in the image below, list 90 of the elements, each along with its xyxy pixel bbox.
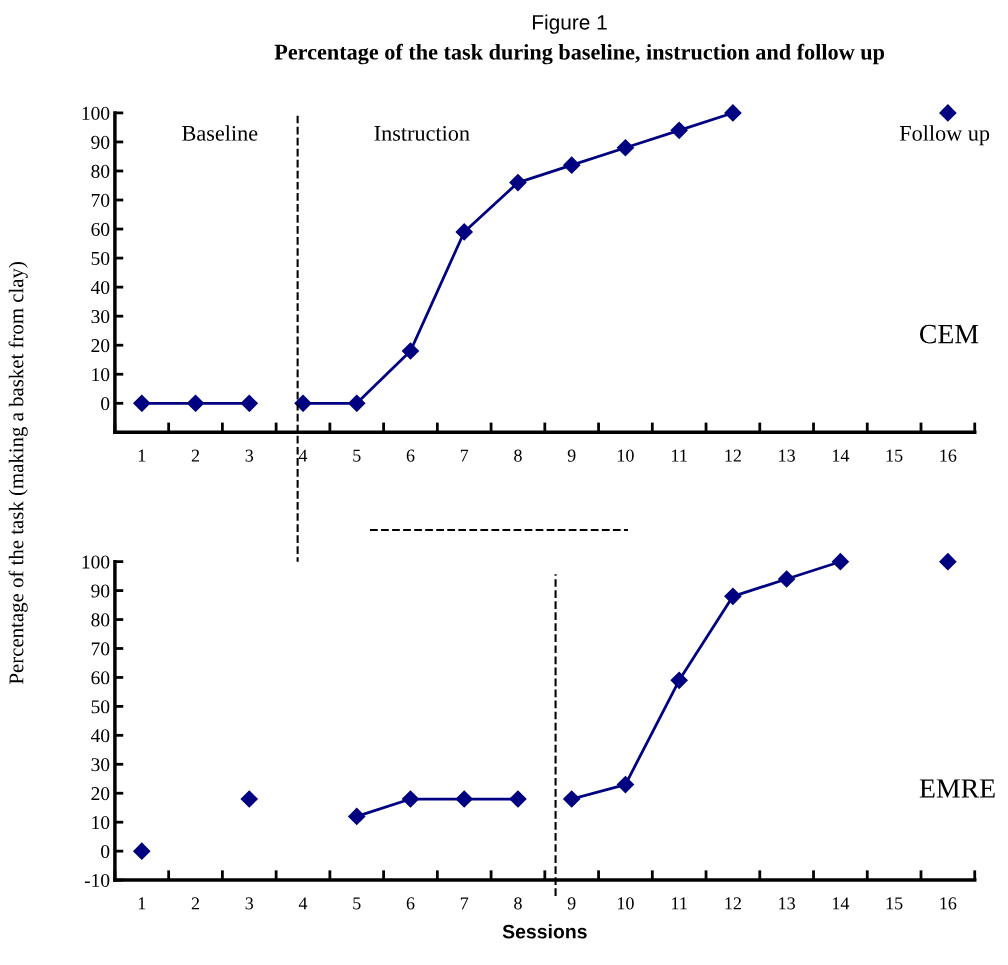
x-tick-label: 15 [886, 449, 903, 462]
y-tick-label: 10 [92, 368, 110, 382]
y-tick-label: 30 [91, 309, 110, 324]
point [509, 790, 527, 808]
y-tick-label: 100 [82, 555, 110, 569]
point [455, 790, 473, 808]
y-tick-label: 100 [82, 106, 110, 120]
x-tick-label: 16 [940, 449, 957, 462]
point [724, 587, 742, 605]
x-tick-label: 3 [245, 449, 254, 462]
x-tick-label: 4 [298, 449, 308, 462]
point [616, 775, 634, 794]
y-tick-label: 10 [92, 816, 110, 830]
y-tick-label: 50 [91, 251, 110, 266]
x-tick-label: 10 [617, 897, 634, 910]
y-tick-label: 20 [91, 339, 110, 353]
x-tick-label: 13 [779, 449, 795, 462]
point [133, 394, 151, 412]
x-tick-label: 4 [298, 897, 308, 910]
x-tick-label: 5 [353, 449, 361, 462]
point [616, 139, 634, 157]
x-tick-label: 6 [406, 449, 415, 462]
chart-subtitle: Percentage of the task during baseline, instruction and follow up [274, 43, 885, 65]
x-tick-label: 13 [779, 897, 795, 910]
y-tick-label: 80 [91, 613, 110, 627]
y-tick-label: 70 [91, 642, 110, 656]
x-tick-label: 12 [725, 449, 741, 462]
x-tick-label: 12 [725, 897, 741, 910]
x-tick-label: 14 [832, 449, 850, 462]
annotation: Follow up [899, 125, 990, 146]
point [186, 394, 205, 412]
y-tick-label: 60 [91, 222, 110, 236]
y-tick-label: 60 [91, 671, 110, 685]
y-axis-title: Percentage of the task (making a basket from clay) [8, 262, 28, 684]
x-tick-label: 5 [353, 897, 361, 910]
point [455, 223, 473, 241]
x-tick-label: 8 [514, 897, 522, 910]
point [240, 790, 258, 808]
x-tick-label: 11 [672, 449, 687, 462]
point [348, 394, 366, 412]
point [563, 156, 581, 174]
x-tick-label: 6 [406, 897, 415, 910]
point [670, 671, 688, 689]
point [724, 104, 742, 122]
chart-title: Figure 1 [533, 14, 607, 34]
x-tick-label: 1 [138, 897, 146, 910]
x-tick-label: 11 [672, 897, 687, 910]
x-tick-label: 15 [886, 897, 903, 910]
x-tick-label: 8 [514, 449, 522, 462]
point [401, 342, 420, 360]
y-tick-label: 40 [90, 280, 110, 295]
x-tick-label: 16 [940, 897, 957, 910]
point [294, 394, 312, 412]
point [939, 553, 957, 571]
point [778, 570, 796, 588]
x-axis-title: Sessions [502, 924, 587, 939]
point [240, 394, 258, 412]
x-tick-label: 10 [617, 449, 634, 462]
x-tick-label: 7 [460, 897, 469, 910]
x-tick-label: 3 [245, 897, 254, 910]
point [670, 121, 688, 139]
y-tick-label: 20 [91, 787, 110, 801]
y-tick-label: -10 [84, 873, 110, 888]
x-tick-label: 2 [191, 897, 200, 910]
x-tick-label: 2 [191, 449, 200, 462]
y-tick-label: 30 [91, 758, 110, 772]
x-tick-label: 7 [460, 449, 469, 462]
y-tick-label: 90 [91, 584, 110, 598]
point [509, 174, 527, 192]
annotation: EMRE [919, 779, 995, 798]
y-tick-label: 40 [90, 729, 110, 743]
point [563, 790, 581, 808]
point [348, 807, 366, 825]
y-tick-label: 90 [91, 135, 110, 149]
point [133, 842, 151, 860]
x-tick-label: 9 [567, 897, 576, 910]
annotation: Instruction [374, 125, 470, 141]
point [401, 790, 420, 808]
x-tick-label: 14 [832, 897, 850, 910]
annotation: CEM [919, 324, 979, 344]
point [831, 553, 849, 571]
y-tick-label: 0 [101, 844, 110, 859]
point [939, 104, 957, 122]
y-tick-label: 80 [91, 164, 110, 178]
y-tick-label: 0 [101, 397, 110, 411]
annotation: Baseline [182, 125, 258, 141]
x-tick-label: 1 [138, 449, 146, 462]
y-tick-label: 50 [91, 700, 110, 714]
y-tick-label: 70 [91, 193, 110, 207]
x-tick-label: 9 [567, 449, 576, 462]
